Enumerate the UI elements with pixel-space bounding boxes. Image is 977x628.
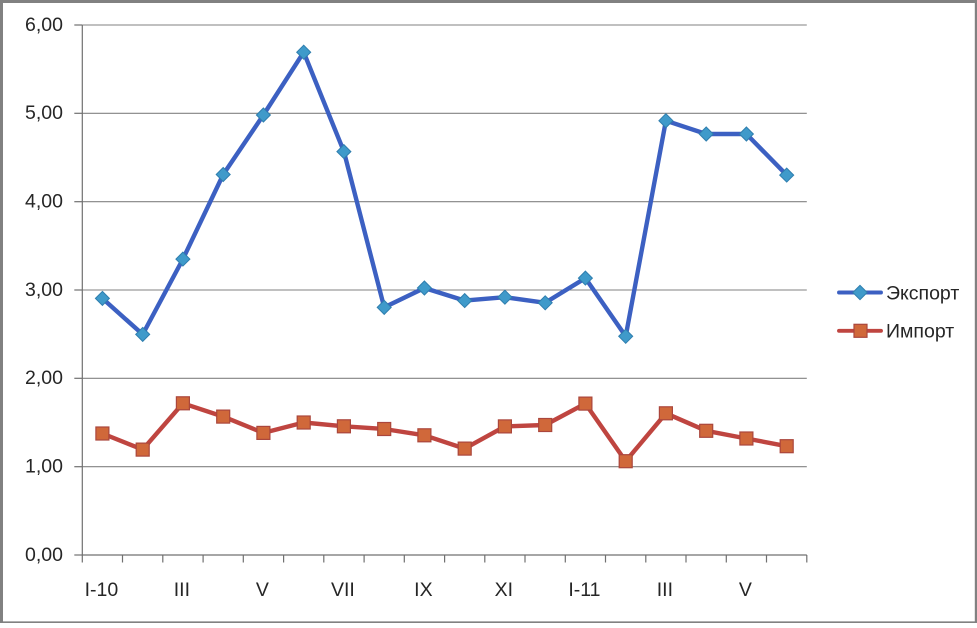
svg-text:Импорт: Импорт <box>886 321 954 343</box>
svg-text:2,00: 2,00 <box>25 367 63 389</box>
svg-text:Экспорт: Экспорт <box>886 282 959 304</box>
svg-text:V: V <box>256 579 269 601</box>
svg-text:0,00: 0,00 <box>25 544 63 566</box>
svg-text:3,00: 3,00 <box>25 279 63 301</box>
svg-text:I-10: I-10 <box>85 579 119 601</box>
svg-text:V: V <box>739 579 752 601</box>
svg-text:4,00: 4,00 <box>25 191 63 213</box>
svg-text:6,00: 6,00 <box>25 14 63 36</box>
svg-text:I-11: I-11 <box>568 579 600 601</box>
svg-text:VII: VII <box>331 579 355 601</box>
svg-text:1,00: 1,00 <box>25 456 63 478</box>
svg-text:III: III <box>657 579 673 601</box>
svg-text:XI: XI <box>495 579 513 601</box>
svg-text:IX: IX <box>414 579 432 601</box>
svg-text:III: III <box>174 579 190 601</box>
svg-text:5,00: 5,00 <box>25 102 63 124</box>
